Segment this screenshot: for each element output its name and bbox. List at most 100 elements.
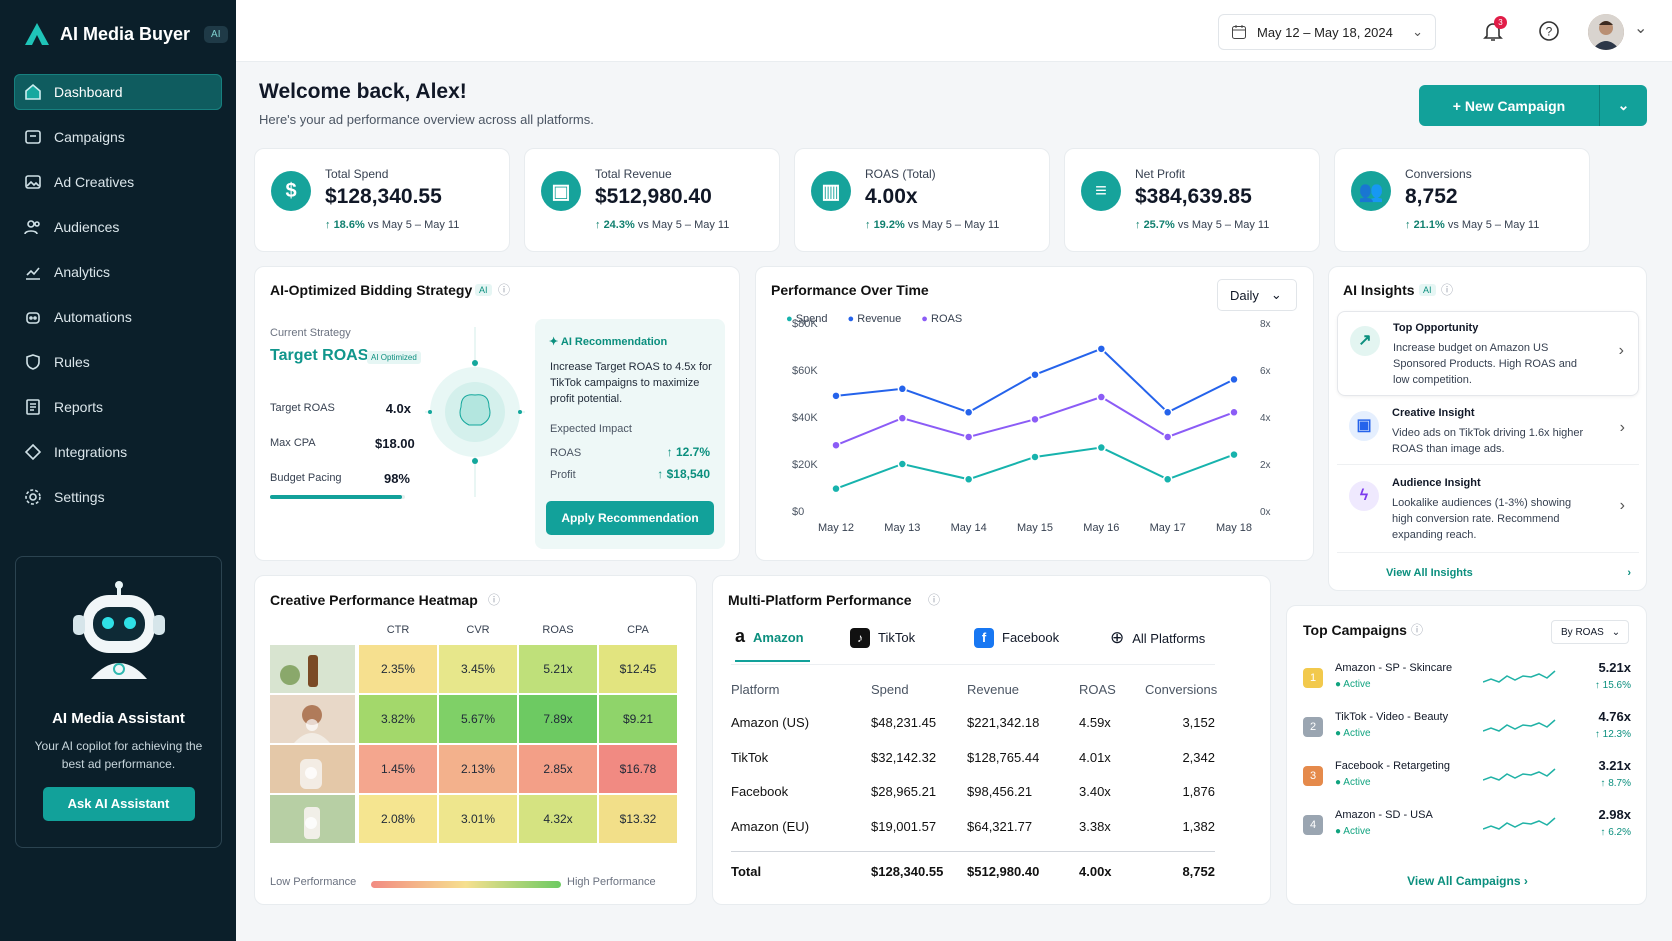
- heatmap-column-header: CVR: [466, 624, 490, 636]
- view-all-insights-link[interactable]: View All Insights ›: [1386, 567, 1631, 579]
- campaign-row[interactable]: 1 Amazon - SP - Skincare ● Active 5.21x …: [1303, 656, 1633, 700]
- view-all-campaigns-link[interactable]: View All Campaigns ›: [1287, 874, 1648, 888]
- globe-icon: ⊕: [1110, 628, 1125, 647]
- insight-item[interactable]: ▣ Creative Insight Video ads on TikTok d…: [1337, 403, 1639, 465]
- insight-title: Audience Insight: [1392, 477, 1481, 489]
- campaign-row[interactable]: 3 Facebook - Retargeting ● Active 3.21x …: [1303, 754, 1633, 798]
- tab-tiktok[interactable]: ♪ TikTok: [850, 628, 915, 648]
- tab-all-platforms[interactable]: ⊕ All Platforms: [1110, 628, 1205, 648]
- campaign-roas: 5.21x: [1598, 660, 1631, 675]
- tab-facebook[interactable]: f Facebook: [974, 628, 1059, 648]
- apply-recommendation-button[interactable]: Apply Recommendation: [546, 501, 714, 535]
- creative-thumbnail[interactable]: [270, 645, 355, 693]
- date-range-picker[interactable]: May 12 – May 18, 2024 ⌄: [1218, 14, 1436, 50]
- avatar-chevron-icon[interactable]: ⌄: [1634, 20, 1648, 37]
- sidebar-item-settings[interactable]: Settings: [14, 479, 222, 515]
- recommendation-title-text: AI Recommendation: [560, 336, 668, 348]
- report-icon: [26, 399, 40, 415]
- home-icon: [25, 83, 41, 100]
- insight-title: Creative Insight: [1392, 407, 1475, 419]
- sidebar-item-dashboard[interactable]: Dashboard: [14, 74, 222, 110]
- kpi-card: ▥ ROAS (Total) 4.00x ↑ 19.2% vs May 5 – …: [794, 148, 1050, 252]
- budget-pacing-value: 98%: [383, 471, 410, 486]
- data-point-roas: [1096, 344, 1107, 354]
- insight-item[interactable]: ϟ Audience Insight Lookalike audiences (…: [1337, 473, 1639, 553]
- top-bar: May 12 – May 18, 2024 ⌄ 3 ? ⌄: [236, 0, 1672, 62]
- chevron-right-icon: ›: [1619, 419, 1625, 436]
- sidebar-item-label: Analytics: [54, 264, 111, 280]
- heatmap-gradient-scale: [371, 881, 561, 888]
- campaign-row[interactable]: 4 Amazon - SD - USA ● Active 2.98x ↑ 6.2…: [1303, 803, 1633, 847]
- sidebar-item-automations[interactable]: Automations: [14, 299, 222, 335]
- table-column-header: Revenue: [967, 682, 1020, 697]
- user-avatar[interactable]: [1588, 14, 1624, 50]
- x-tick: May 16: [1083, 522, 1119, 534]
- chart-legend: ● Spend ● Revenue ● ROAS: [786, 313, 962, 325]
- campaign-status: ● Active: [1335, 777, 1371, 788]
- kpi-card: ≡ Net Profit $384,639.85 ↑ 25.7% vs May …: [1064, 148, 1320, 252]
- data-point-roas: [831, 391, 841, 401]
- kpi-delta: ↑ 18.6% vs May 5 – May 11: [325, 219, 460, 231]
- sort-select[interactable]: By ROAS ⌄: [1551, 620, 1629, 644]
- info-icon[interactable]: ⓘ: [488, 593, 501, 607]
- data-point-spend: [963, 474, 974, 485]
- impact-roas-value: ↑ 12.7%: [666, 445, 710, 459]
- info-icon[interactable]: ⓘ: [1411, 623, 1424, 637]
- creative-thumbnail[interactable]: [270, 795, 355, 843]
- top-campaigns-card: Top Campaigns ⓘ By ROAS ⌄ 1 Amazon - SP -…: [1286, 605, 1647, 905]
- sidebar-item-campaigns[interactable]: Campaigns: [14, 119, 222, 155]
- campaign-name: Amazon - SD - USA: [1335, 809, 1433, 821]
- new-campaign-button[interactable]: + New Campaign ⌄: [1419, 85, 1647, 126]
- tab-facebook-label: Facebook: [1002, 630, 1060, 645]
- budget-pacing-fill: [270, 495, 403, 499]
- impact-profit-text: $18,540: [666, 467, 710, 481]
- chevron-down-icon: ⌄: [1270, 287, 1282, 302]
- table-cell: 3,152: [1182, 715, 1215, 730]
- kpi-delta-value: 19.2%: [873, 219, 905, 231]
- notifications-button[interactable]: 3: [1482, 16, 1507, 44]
- ask-ai-assistant-button[interactable]: Ask AI Assistant: [42, 787, 195, 821]
- kpi-icon: $: [271, 171, 311, 211]
- sidebar-item-ad-creatives[interactable]: Ad Creatives: [14, 164, 222, 200]
- y-tick-right: 0x: [1260, 507, 1271, 518]
- legend-roas: ● ROAS: [921, 313, 963, 325]
- y-tick-right: 8x: [1260, 319, 1271, 330]
- table-cell: $128,765.44: [967, 749, 1040, 765]
- info-icon[interactable]: ⓘ: [1441, 283, 1454, 297]
- image-icon: ▣: [1349, 411, 1379, 441]
- kpi-value: $512,980.40: [595, 185, 712, 208]
- campaign-sparkline: [1483, 670, 1556, 683]
- assistant-title: AI Media Assistant: [52, 710, 185, 727]
- campaign-row[interactable]: 2 TikTok - Video - Beauty ● Active 4.76x…: [1303, 705, 1633, 749]
- sidebar-item-reports[interactable]: Reports: [14, 389, 222, 425]
- insight-item[interactable]: ↗ Top Opportunity Increase budget on Ama…: [1337, 311, 1639, 396]
- new-campaign-chevron-icon[interactable]: ⌄: [1599, 85, 1647, 126]
- info-icon[interactable]: ⓘ: [498, 283, 511, 297]
- heatmap-grid: 2.35% 3.45% 5.21x $12.45 3.82% 5.67% 7.89x $9.2…: [359, 645, 677, 843]
- sidebar-item-audiences[interactable]: Audiences: [14, 209, 222, 245]
- app-logo[interactable]: AI Media Buyer AI: [24, 22, 228, 46]
- creative-thumbnail[interactable]: [270, 695, 355, 743]
- kpi-label: ROAS (Total): [865, 167, 936, 181]
- sort-select-value: By ROAS: [1561, 626, 1604, 638]
- impact-roas-text: 12.7%: [675, 445, 710, 459]
- creative-thumbnail[interactable]: [270, 745, 355, 793]
- sidebar-item-rules[interactable]: Rules: [14, 344, 222, 380]
- insight-text: Increase budget on Amazon US Sponsored P…: [1393, 342, 1578, 386]
- y-tick-left: $0: [792, 506, 804, 518]
- kpi-card: 👥 Conversions 8,752 ↑ 21.1% vs May 5 – M…: [1334, 148, 1590, 252]
- ai-insights-card: AI Insights AI ⓘ ↗ Top Opportunity Incre…: [1328, 266, 1647, 591]
- kpi-label: Net Profit: [1135, 167, 1186, 181]
- sidebar-item-integrations[interactable]: Integrations: [14, 434, 222, 470]
- sidebar: AI Media Buyer AI Dashboard Campaigns Ad…: [0, 0, 236, 941]
- kpi-compare: vs May 5 – May 11: [907, 219, 1000, 231]
- period-select[interactable]: Daily ⌄: [1217, 279, 1297, 311]
- help-button[interactable]: ?: [1538, 20, 1560, 47]
- info-icon[interactable]: ⓘ: [928, 593, 941, 607]
- heatmap-cell: $9.21: [599, 695, 677, 743]
- tab-amazon[interactable]: a Amazon: [735, 626, 810, 662]
- sidebar-nav: Dashboard Campaigns Ad Creatives Audienc…: [14, 74, 222, 524]
- heatmap-cell: 5.67%: [439, 695, 517, 743]
- campaign-name: Facebook - Retargeting: [1335, 760, 1450, 772]
- sidebar-item-analytics[interactable]: Analytics: [14, 254, 222, 290]
